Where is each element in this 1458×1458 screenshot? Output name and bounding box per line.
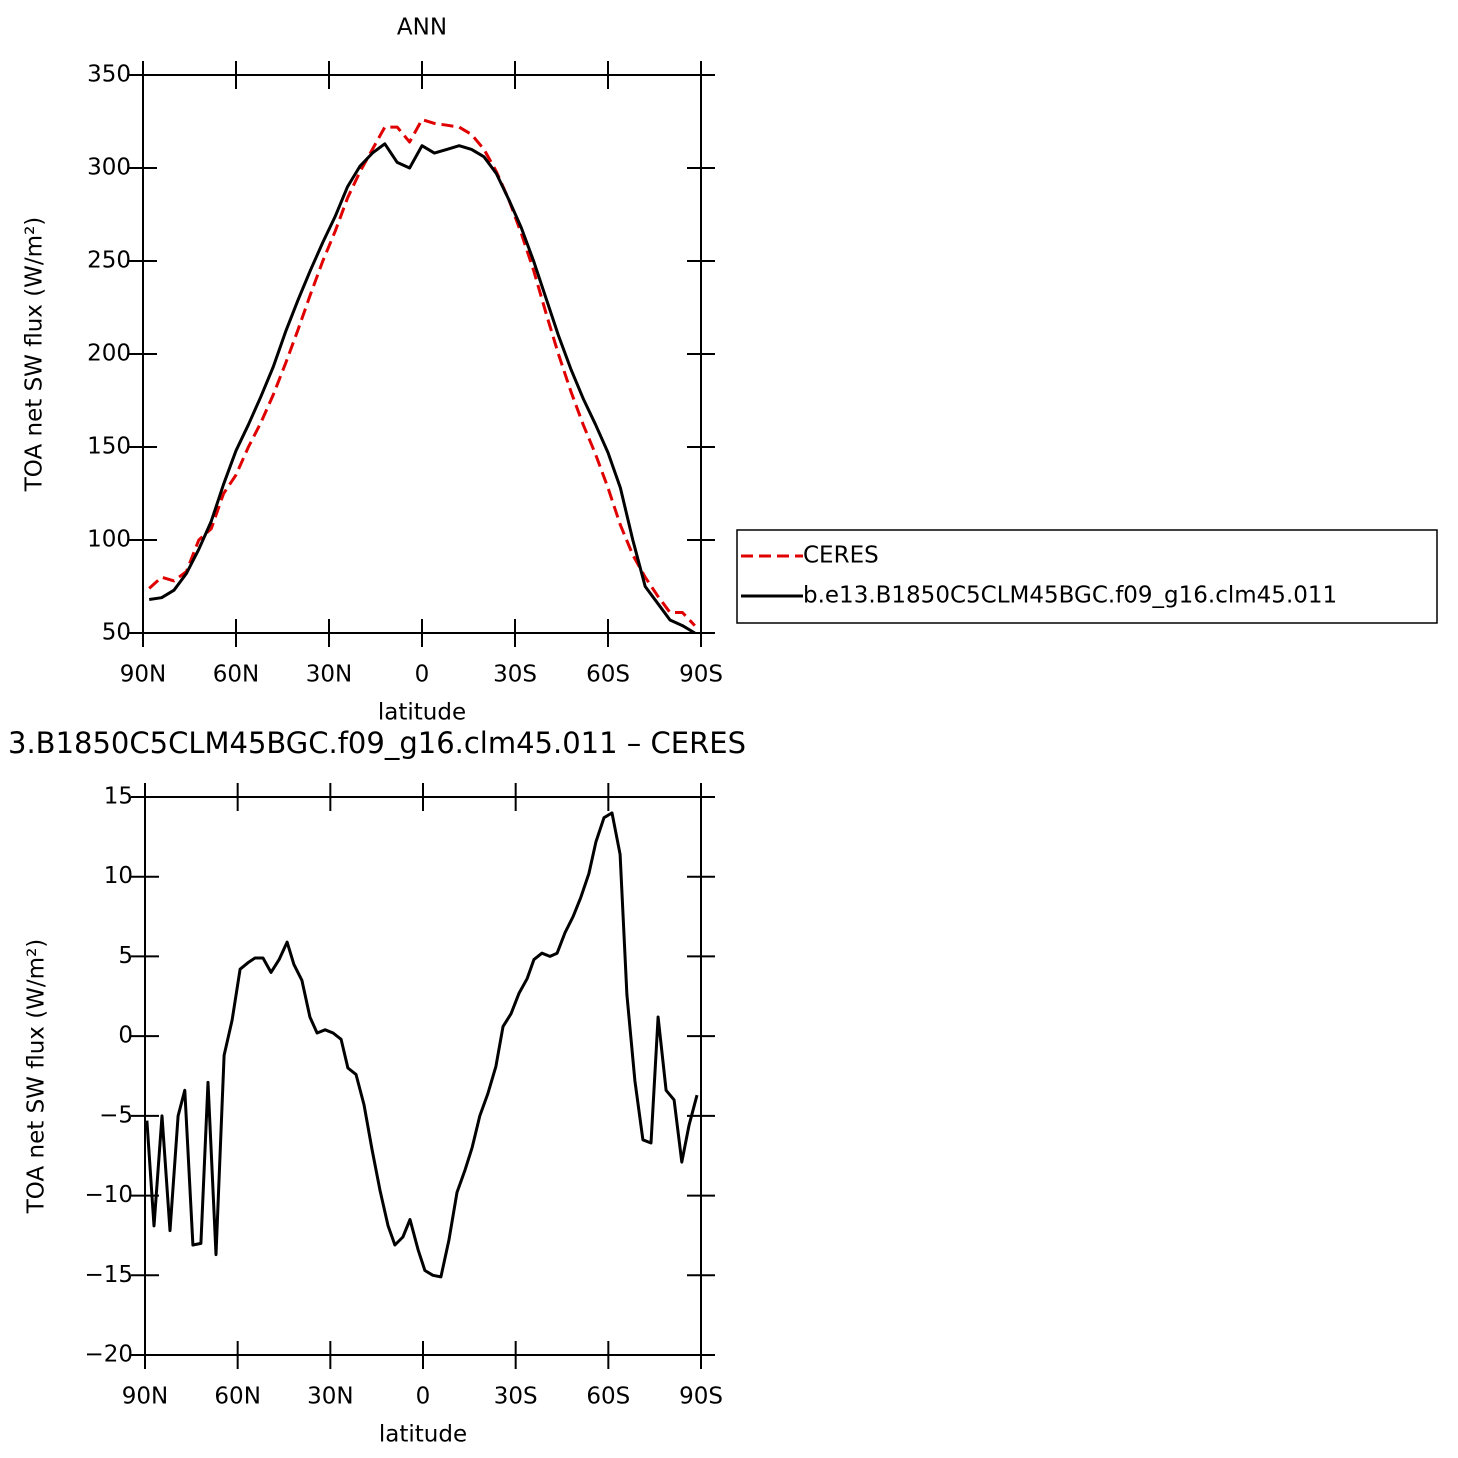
data-line (148, 118, 696, 627)
x-axis-label: latitude (378, 700, 466, 726)
plot-frame (142, 74, 702, 634)
y-tick-label: 15 (104, 784, 133, 810)
legend-box (736, 529, 1438, 624)
chart-title: 3.B1850C5CLM45BGC.f09_g16.clm45.011 – CE… (8, 726, 746, 760)
x-tick-label: 90N (122, 1384, 168, 1410)
legend-label: b.e13.B1850C5CLM45BGC.f09_g16.clm45.011 (803, 583, 1337, 609)
plot-frame (144, 796, 702, 1356)
x-tick-label: 90S (679, 1384, 723, 1410)
legend: CERES b.e13.B1850C5CLM45BGC.f09_g16.clm45… (736, 529, 1438, 624)
x-tick-label: 0 (415, 662, 430, 688)
y-tick-label: −10 (84, 1182, 133, 1208)
y-tick-label: 300 (87, 155, 131, 181)
y-tick-label: −20 (84, 1342, 133, 1368)
x-tick-label: 90N (120, 662, 166, 688)
x-axis-label: latitude (379, 1422, 467, 1448)
x-tick-label: 30N (306, 662, 352, 688)
y-tick-label: −5 (99, 1102, 133, 1128)
y-tick-label: 350 (87, 62, 131, 88)
chart-title: ANN (397, 15, 447, 41)
y-tick-label: 100 (87, 527, 131, 553)
y-axis-label: TOA net SW flux (W/m²) (22, 217, 48, 493)
x-tick-label: 60N (214, 1384, 260, 1410)
x-tick-label: 30N (307, 1384, 353, 1410)
data-line (148, 142, 696, 635)
x-tick-label: 90S (679, 662, 723, 688)
legend-label: CERES (803, 543, 879, 569)
y-tick-label: 250 (87, 248, 131, 274)
data-line (145, 811, 699, 1279)
x-tick-label: 60S (586, 662, 630, 688)
y-tick-label: 10 (104, 863, 133, 889)
x-tick-label: 0 (416, 1384, 431, 1410)
y-tick-label: 0 (118, 1023, 133, 1049)
x-tick-label: 60S (586, 1384, 630, 1410)
y-tick-label: 5 (118, 943, 133, 969)
x-tick-label: 60N (213, 662, 259, 688)
y-axis-label: TOA net SW flux (W/m²) (24, 939, 50, 1215)
y-tick-label: 150 (87, 434, 131, 460)
y-tick-label: 200 (87, 341, 131, 367)
y-tick-label: −15 (84, 1262, 133, 1288)
x-tick-label: 30S (493, 662, 537, 688)
y-tick-label: 50 (102, 620, 131, 646)
x-tick-label: 30S (494, 1384, 538, 1410)
